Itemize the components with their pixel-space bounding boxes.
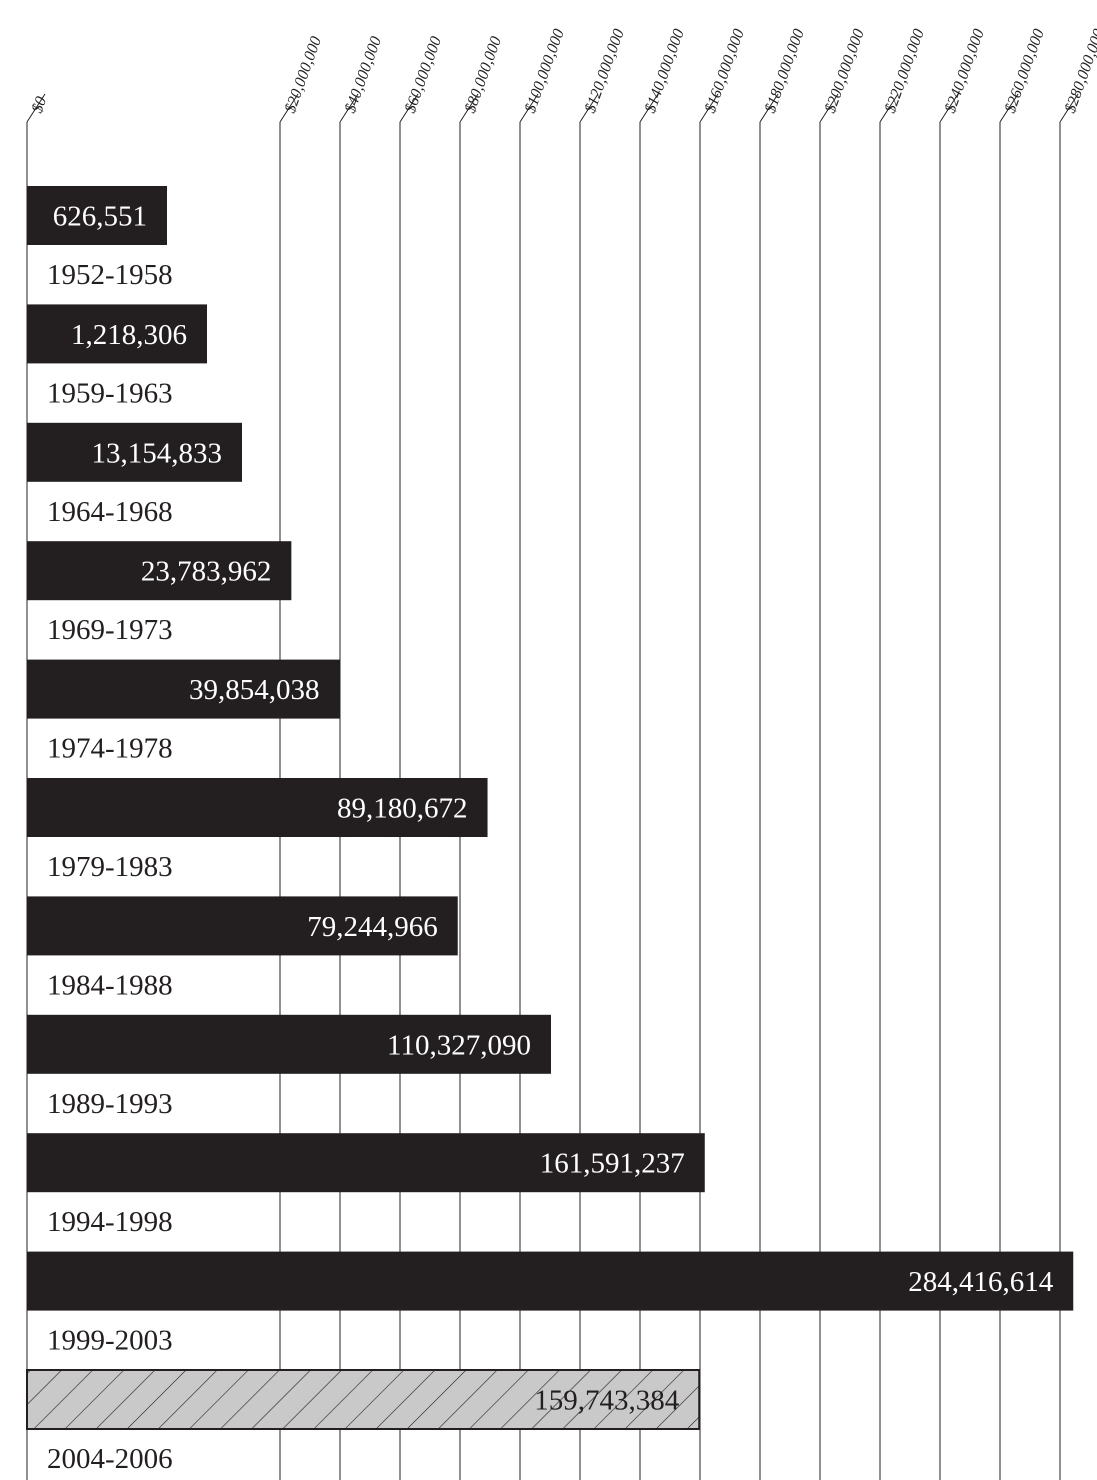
category-label: 1984-1988 [47, 969, 173, 1001]
x-tick-label: $220,000,000 [882, 27, 928, 116]
tick-stub-11 [879, 93, 899, 123]
bar-1979-1983 [27, 778, 488, 837]
tick-stub-1 [279, 93, 299, 123]
bar-value-label: 23,783,962 [141, 556, 272, 588]
bar-value-label: 110,327,090 [387, 1029, 531, 1061]
category-label: 1994-1998 [47, 1206, 173, 1238]
x-axis-ticks: $0 $20,000,000 $40,000,000 $60,000,000 $80,0… [29, 27, 1097, 116]
tick-stub-12 [939, 93, 959, 123]
x-tick-label: $120,000,000 [582, 27, 628, 116]
bar-value-label: 13,154,833 [92, 437, 223, 469]
bar-1952-1958 [27, 186, 167, 245]
x-tick-label: $0 [29, 95, 50, 116]
bar-value-label: 284,416,614 [908, 1266, 1054, 1298]
tick-stub-8 [699, 93, 719, 123]
category-label: 1974-1978 [47, 733, 173, 765]
category-label: 2004-2006 [47, 1443, 173, 1475]
bar-1994-1998 [27, 1133, 705, 1193]
bar-1984-1988 [27, 896, 458, 956]
bar-value-label: 79,244,966 [307, 911, 438, 943]
bar-value-label: 161,591,237 [540, 1148, 685, 1180]
bar-1964-1968 [27, 422, 242, 482]
category-label: 1964-1968 [47, 496, 173, 528]
x-tick-label: $280,000,000 [1062, 27, 1097, 116]
bar-1969-1973 [27, 541, 292, 601]
x-tick-label: $20,000,000 [282, 34, 325, 115]
tick-stub-10 [819, 93, 839, 123]
x-tick-label: $160,000,000 [702, 27, 748, 116]
x-tick-label: $80,000,000 [462, 34, 505, 115]
bar-value-label: 159,743,384 [534, 1385, 680, 1417]
tick-stub-13 [999, 93, 1019, 123]
bar-1959-1963 [27, 304, 207, 364]
tick-stub-5 [519, 93, 539, 123]
tick-stub-14 [1059, 93, 1079, 123]
bar-value-label: 626,551 [53, 201, 147, 233]
x-tick-label: $260,000,000 [1002, 27, 1048, 116]
tick-stub-2 [339, 93, 359, 123]
bars: 626,551 1952-1958 1,218,306 1959-1963 13,154… [26, 186, 1074, 1475]
bar-value-label: 39,854,038 [189, 674, 320, 706]
category-label: 1979-1983 [47, 851, 173, 883]
x-tick-label: $200,000,000 [822, 27, 868, 116]
bar-1989-1993 [27, 1014, 551, 1074]
x-tick-label: $100,000,000 [522, 27, 568, 116]
x-tick-label: $240,000,000 [942, 27, 988, 116]
tick-stub-6 [579, 93, 599, 123]
tick-stub-0 [26, 93, 46, 123]
bar-1974-1978 [27, 659, 340, 719]
x-tick-label: $40,000,000 [342, 34, 385, 115]
category-label: 1989-1993 [47, 1088, 173, 1120]
tick-stub-9 [759, 93, 779, 123]
bar-2004-2006 [26, 1369, 701, 1430]
bar-value-label: 1,218,306 [71, 319, 187, 351]
category-label: 1969-1973 [47, 614, 173, 646]
category-label: 1959-1963 [47, 377, 173, 409]
tick-stub-7 [639, 93, 659, 123]
tick-stub-4 [459, 93, 479, 123]
category-label: 1999-2003 [47, 1325, 173, 1357]
x-tick-label: $180,000,000 [762, 27, 808, 116]
bar-value-label: 89,180,672 [337, 793, 468, 825]
x-tick-label: $60,000,000 [402, 34, 445, 115]
x-tick-label: $140,000,000 [642, 27, 688, 116]
bar-1999-2003 [27, 1251, 1074, 1311]
category-label: 1952-1958 [47, 259, 173, 291]
tick-stub-3 [399, 93, 419, 123]
